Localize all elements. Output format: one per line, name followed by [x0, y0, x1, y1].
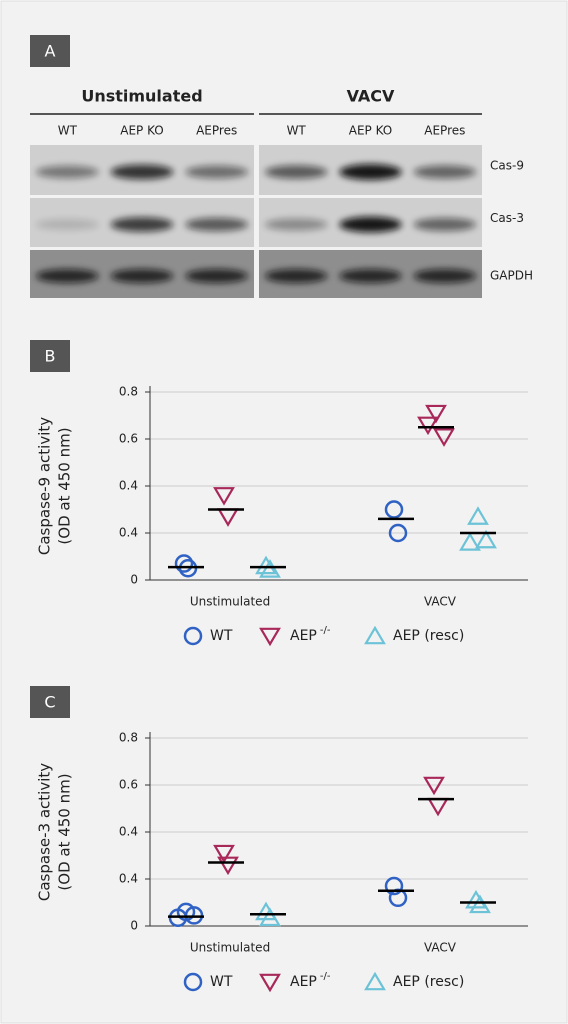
y-tick-label: 0.6 [119, 778, 138, 792]
x-tick-label: Unstimulated [190, 595, 270, 609]
blot-band [264, 165, 328, 179]
legend-name: AEP [290, 974, 317, 990]
blot-band [339, 216, 402, 233]
blot-band [264, 269, 328, 283]
legend-label: WT [210, 974, 233, 990]
y-tick-label: 0 [130, 919, 138, 933]
blot-band [339, 269, 402, 283]
y-tick-label: 0.8 [119, 385, 138, 399]
data-point [384, 876, 404, 896]
data-point [213, 844, 235, 864]
legend-marker [183, 626, 203, 646]
blot-band [413, 165, 477, 179]
blot-band [110, 269, 174, 283]
data-point [384, 500, 404, 519]
legend-name: AEP (resc) [393, 974, 464, 990]
panel-label: C [44, 693, 55, 712]
group-label: Unstimulated [81, 87, 202, 106]
y-tick-label: 0.4 [119, 872, 138, 886]
panel-label: B [45, 347, 56, 366]
panel-label-box [30, 340, 70, 372]
data-point [217, 856, 239, 876]
data-point [475, 529, 497, 549]
lane-label: WT [287, 124, 307, 138]
lane-label: AEPres [196, 124, 237, 138]
blot-band [35, 165, 99, 179]
y-axis-label: (OD at 450 nm) [56, 427, 74, 544]
x-tick-label: VACV [424, 941, 457, 955]
y-tick-label: 0.4 [119, 526, 138, 540]
panel-label-box [30, 35, 70, 67]
data-point [259, 907, 281, 927]
blot-band [413, 217, 477, 232]
x-tick-label: VACV [424, 595, 457, 609]
legend-superscript: -/- [320, 625, 331, 636]
blot-band [339, 164, 402, 180]
legend-name: WT [210, 628, 233, 644]
data-point [259, 559, 281, 578]
blot-band [110, 217, 174, 232]
data-point [423, 776, 445, 796]
legend-label: WT [210, 628, 233, 644]
lane-label: AEP KO [120, 124, 164, 138]
blot-band [35, 219, 99, 230]
x-tick-label: Unstimulated [190, 941, 270, 955]
y-tick-label: 0.8 [119, 731, 138, 745]
data-point [469, 894, 491, 914]
legend-marker [183, 972, 203, 992]
legend-label: AEP (resc) [393, 974, 464, 990]
legend-name: AEP (resc) [393, 628, 464, 644]
group-label: VACV [347, 87, 395, 106]
data-point [467, 506, 489, 525]
data-point [174, 554, 194, 573]
legend-label: AEP -/- [290, 971, 331, 990]
blot-band [413, 269, 477, 283]
legend-superscript: -/- [320, 971, 331, 982]
y-axis-label: Caspase-3 activity [36, 763, 54, 901]
legend-name: WT [210, 974, 233, 990]
legend-marker [364, 625, 386, 645]
data-point [417, 416, 439, 436]
y-tick-label: 0 [130, 573, 138, 587]
blot-band [35, 269, 99, 283]
panel-label-box [30, 686, 70, 718]
y-axis-label: Caspase-9 activity [36, 417, 54, 555]
data-point [213, 487, 235, 506]
data-point [433, 428, 455, 447]
y-tick-label: 0.4 [119, 479, 138, 493]
blot-band [110, 164, 174, 180]
data-point [459, 532, 481, 551]
row-label: Cas-9 [490, 159, 524, 173]
legend-label: AEP -/- [290, 625, 331, 644]
lane-label: AEPres [424, 124, 465, 138]
legend-marker [259, 627, 281, 647]
data-point [255, 555, 277, 575]
panel-label: A [45, 42, 56, 61]
y-tick-label: 0.6 [119, 432, 138, 446]
legend-marker [259, 973, 281, 993]
lane-label: WT [58, 124, 78, 138]
y-tick-label: 0.4 [119, 825, 138, 839]
data-point [425, 404, 447, 424]
row-label: GAPDH [490, 269, 533, 283]
lane-label: AEP KO [349, 124, 393, 138]
legend-name: AEP [290, 628, 317, 644]
legend-label: AEP (resc) [393, 628, 464, 644]
blot-band [185, 165, 249, 179]
data-point [388, 523, 408, 543]
blot-band [185, 269, 249, 283]
blot-band [264, 218, 328, 231]
legend-marker [364, 971, 386, 991]
y-axis-label: (OD at 450 nm) [56, 773, 74, 890]
blot-band [185, 217, 249, 232]
row-label: Cas-3 [490, 211, 524, 225]
